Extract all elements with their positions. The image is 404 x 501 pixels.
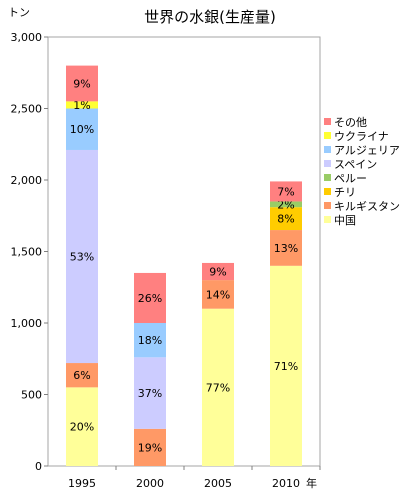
legend-swatch bbox=[324, 118, 331, 125]
legend-label: アルジェリア bbox=[334, 144, 400, 157]
bar-segment bbox=[202, 308, 234, 466]
data-label: 1% bbox=[73, 99, 90, 112]
bar-segment bbox=[270, 181, 302, 202]
bar-segment bbox=[134, 357, 166, 429]
data-label: 53% bbox=[70, 251, 94, 264]
legend-label: ペルー bbox=[334, 172, 367, 185]
bar-segment bbox=[66, 363, 98, 388]
legend-label: その他 bbox=[334, 116, 367, 129]
data-label: 13% bbox=[274, 242, 298, 255]
chart-title: 世界の水銀(生産量) bbox=[144, 8, 276, 26]
y-tick-label: 3,000 bbox=[11, 31, 43, 44]
data-label: 20% bbox=[70, 421, 94, 434]
x-tick-label: 1995 bbox=[68, 477, 96, 490]
y-tick-label: 0 bbox=[35, 460, 42, 473]
bar-segment bbox=[66, 387, 98, 466]
bar-segment bbox=[270, 230, 302, 266]
x-tick-label: 2000 bbox=[136, 477, 164, 490]
data-label: 26% bbox=[138, 292, 162, 305]
data-label: 71% bbox=[274, 360, 298, 373]
data-label: 2% bbox=[277, 198, 294, 211]
bar-segment bbox=[134, 428, 166, 466]
bar-segment bbox=[66, 149, 98, 364]
bar-segment bbox=[66, 108, 98, 150]
data-label: 7% bbox=[277, 185, 294, 198]
y-tick-label: 2,000 bbox=[11, 174, 43, 187]
data-label: 6% bbox=[73, 369, 90, 382]
y-tick-label: 1,500 bbox=[11, 246, 43, 259]
legend-swatch bbox=[324, 146, 331, 153]
data-label: 9% bbox=[73, 77, 90, 90]
data-label: 14% bbox=[206, 288, 230, 301]
legend-swatch bbox=[324, 216, 331, 223]
legend-label: キルギスタン bbox=[334, 200, 400, 213]
legend-swatch bbox=[324, 174, 331, 181]
y-tick-label: 1,000 bbox=[11, 317, 43, 330]
x-axis-unit-label: 年 bbox=[306, 476, 317, 490]
x-tick-label: 2005 bbox=[204, 477, 232, 490]
bar-segment bbox=[66, 101, 98, 109]
legend-swatch bbox=[324, 202, 331, 209]
data-label: 9% bbox=[209, 266, 226, 279]
data-label: 77% bbox=[206, 381, 230, 394]
y-tick-label: 500 bbox=[21, 389, 42, 402]
x-tick-label: 2010 bbox=[272, 477, 300, 490]
y-tick-label: 2,500 bbox=[11, 103, 43, 116]
bar-segment bbox=[270, 201, 302, 208]
data-label: 10% bbox=[70, 123, 94, 136]
y-axis-unit-label: トン bbox=[8, 6, 30, 19]
data-label: 37% bbox=[138, 387, 162, 400]
bar-segment bbox=[66, 65, 98, 102]
bar-segment bbox=[202, 262, 234, 281]
data-label: 19% bbox=[138, 441, 162, 454]
legend-label: チリ bbox=[334, 186, 356, 199]
legend-swatch bbox=[324, 160, 331, 167]
legend-swatch bbox=[324, 188, 331, 195]
legend-label: スペイン bbox=[334, 158, 377, 171]
bar-segment bbox=[270, 207, 302, 231]
bar-segment bbox=[202, 280, 234, 309]
bar-segment bbox=[134, 272, 166, 323]
legend-label: ウクライナ bbox=[334, 130, 389, 143]
plot-area: 0 500 1,000 1,500 2,000 2,500 3,000 1995 20% 6% 53… bbox=[11, 31, 321, 490]
data-label: 18% bbox=[138, 334, 162, 347]
legend-swatch bbox=[324, 132, 331, 139]
legend-label: 中国 bbox=[334, 214, 356, 227]
bar-segment bbox=[134, 323, 166, 358]
bar-segment bbox=[270, 265, 302, 466]
data-label: 8% bbox=[277, 213, 294, 226]
